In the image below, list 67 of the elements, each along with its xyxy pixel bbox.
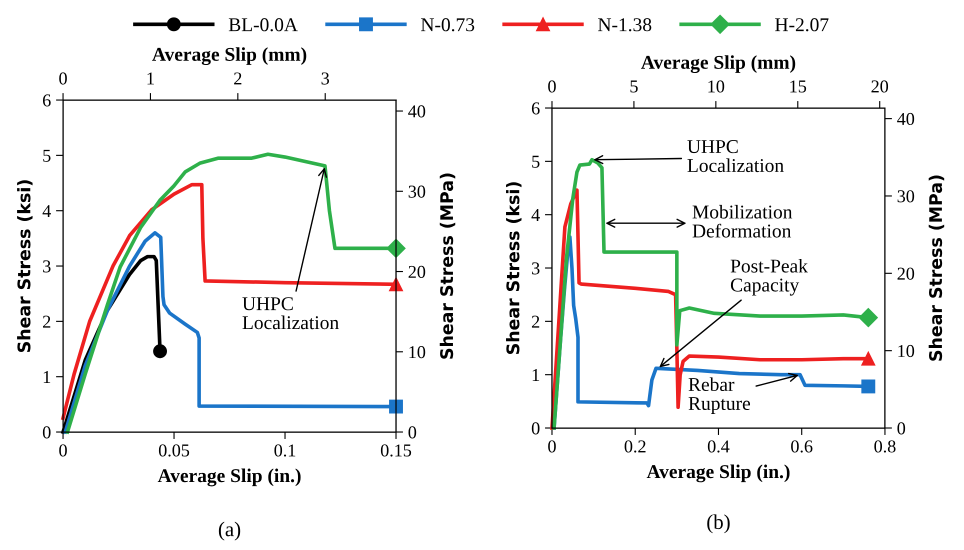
x2-axis-title: Average Slip (mm) [152,47,306,66]
x-tick-label: 0 [59,444,67,457]
y-tick-label: 4 [532,209,540,221]
point [858,308,878,328]
y2-tick-label: 20 [898,268,914,280]
y-tick-label: 4 [42,205,51,217]
y-tick-label: 3 [532,262,540,274]
point [153,344,167,358]
x2-tick-label: 2 [234,72,242,84]
x2-tick-label: 1 [148,72,154,84]
y2-tick-label: 30 [408,186,426,198]
annotation: UHPC Localization [242,297,339,330]
y-tick-label: 3 [43,260,51,272]
x2-tick-label: 10 [708,80,724,93]
y-axis-title: Shear Stress (ksi) [506,182,522,354]
y2-tick-label: 0 [897,422,906,434]
x-tick-label: 0.15 [380,444,412,457]
annotation: Post-Peak Capacity [730,258,808,296]
y-tick-label: 6 [42,94,51,106]
y2-tick-label: 40 [897,112,914,126]
annotation: UHPC Localization [687,140,784,172]
x-tick-label: 0.4 [708,440,730,453]
y2-tick-label: 10 [409,346,426,358]
x2-tick-label: 3 [322,72,330,85]
x2-tick-label: 0 [59,72,67,85]
y-tick-label: 2 [43,316,50,328]
y2-axis-title: Shear Stress (MPa) [440,174,456,359]
x-tick-label: 0.6 [791,440,812,453]
y2-tick-label: 10 [898,344,914,358]
x-tick-label: 0.1 [274,444,296,457]
y-tick-label: 1 [532,369,540,381]
x-tick-label: 0.05 [158,444,190,457]
y-tick-label: 6 [532,102,540,114]
y-tick-label: 1 [44,371,50,383]
point [386,238,406,258]
x2-tick-label: 5 [630,80,638,93]
y2-tick-label: 0 [408,426,416,438]
legend-label: N-0.73 [420,18,474,32]
x-axis-title: Average Slip (in.) [646,464,790,482]
x-axis-title: Average Slip (in.) [158,468,301,486]
text: (a) [218,522,240,541]
text: (b) [707,514,730,534]
y-tick-label: 0 [42,426,51,438]
y2-tick-label: 20 [408,266,426,278]
annotation: Mobilization Deformation [692,204,792,238]
y2-tick-label: 30 [898,190,914,202]
point [861,352,876,366]
x2-axis-title: Average Slip (mm) [641,55,796,74]
x2-tick-label: 0 [548,80,556,93]
y-tick-label: 2 [532,316,540,328]
y2-tick-label: 40 [408,105,426,118]
x2-tick-label: 20 [871,80,888,93]
x-tick-label: 0.2 [624,440,646,453]
x2-tick-label: 15 [790,80,806,93]
y-tick-label: 5 [43,150,51,162]
y-tick-label: 5 [532,156,540,168]
y-tick-label: 0 [532,422,540,434]
legend-label: H-2.07 [775,18,829,32]
legend-label: BL-0.0A [228,18,298,32]
y-axis-title: Shear Stress (ksi) [17,180,33,352]
legend-label: N-1.38 [598,18,652,32]
annotation: Rebar Rupture [688,377,750,414]
point [389,400,403,414]
point [861,379,876,394]
y2-axis-title: Shear Stress (MPa) [928,176,944,361]
x-tick-label: 0 [548,440,556,453]
x-tick-label: 0.8 [874,440,896,453]
